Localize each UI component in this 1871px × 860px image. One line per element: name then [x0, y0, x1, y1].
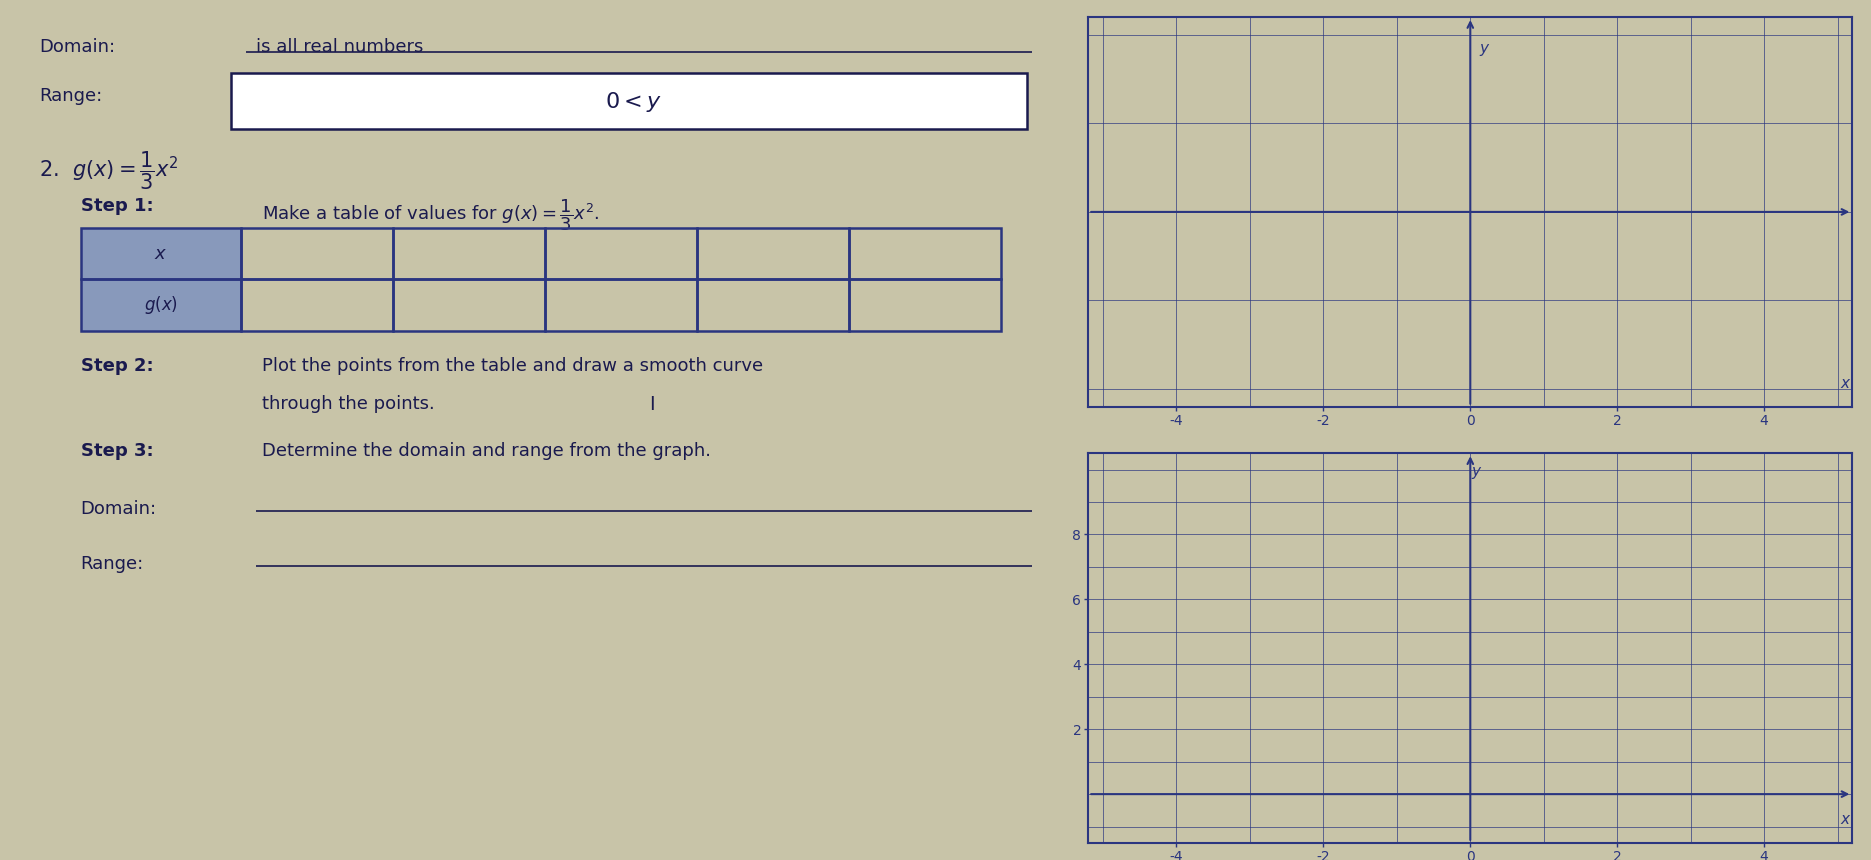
Bar — [849, 280, 1001, 331]
FancyBboxPatch shape — [230, 72, 1027, 129]
Text: $0 < y$: $0 < y$ — [606, 89, 662, 114]
Text: x: x — [1841, 812, 1850, 827]
Bar — [241, 228, 393, 280]
Bar — [544, 280, 696, 331]
Text: x: x — [1841, 376, 1850, 391]
Text: y: y — [1478, 40, 1487, 56]
Bar — [393, 228, 544, 280]
Text: 2.  $g(x) = \dfrac{1}{3}x^2$: 2. $g(x) = \dfrac{1}{3}x^2$ — [39, 150, 180, 192]
Bar — [80, 228, 241, 331]
Text: Domain:: Domain: — [80, 501, 157, 519]
Text: Range:: Range: — [80, 556, 144, 574]
Text: Step 3:: Step 3: — [80, 441, 153, 459]
Bar — [849, 228, 1001, 280]
Text: is all real numbers: is all real numbers — [256, 38, 425, 56]
Text: Determine the domain and range from the graph.: Determine the domain and range from the … — [262, 441, 711, 459]
Bar — [241, 280, 393, 331]
Text: Domain:: Domain: — [39, 38, 116, 56]
Text: Make a table of values for $g(x) = \dfrac{1}{3}x^2$.: Make a table of values for $g(x) = \dfra… — [262, 197, 599, 233]
Text: $x$: $x$ — [153, 244, 168, 262]
Text: Plot the points from the table and draw a smooth curve: Plot the points from the table and draw … — [262, 358, 763, 375]
Text: Step 1:: Step 1: — [80, 197, 153, 215]
Text: y: y — [1471, 464, 1480, 478]
Bar — [696, 228, 849, 280]
Bar — [80, 228, 241, 280]
Bar — [544, 228, 696, 280]
Text: through the points.: through the points. — [262, 396, 434, 414]
Bar — [696, 280, 849, 331]
Text: I: I — [649, 396, 655, 415]
Text: Range:: Range: — [39, 88, 103, 106]
Bar — [393, 280, 544, 331]
Bar — [80, 280, 241, 331]
Text: $g(x)$: $g(x)$ — [144, 294, 178, 316]
Text: Step 2:: Step 2: — [80, 358, 153, 375]
